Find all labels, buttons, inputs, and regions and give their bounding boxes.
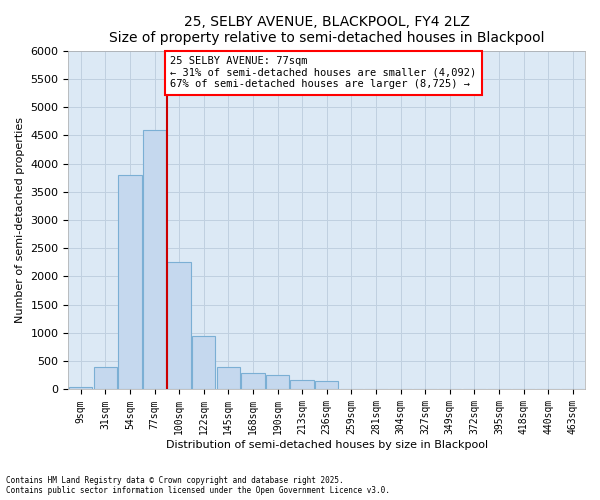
Text: 25 SELBY AVENUE: 77sqm
← 31% of semi-detached houses are smaller (4,092)
67% of : 25 SELBY AVENUE: 77sqm ← 31% of semi-det… [170,56,477,90]
Bar [143,130,166,390]
Bar [315,381,338,390]
Bar [118,175,142,390]
Bar [290,380,314,390]
X-axis label: Distribution of semi-detached houses by size in Blackpool: Distribution of semi-detached houses by … [166,440,488,450]
Bar [241,372,265,390]
Bar [69,386,92,390]
Title: 25, SELBY AVENUE, BLACKPOOL, FY4 2LZ
Size of property relative to semi-detached : 25, SELBY AVENUE, BLACKPOOL, FY4 2LZ Siz… [109,15,544,45]
Bar [266,376,289,390]
Bar [167,262,191,390]
Bar [192,336,215,390]
Text: Contains HM Land Registry data © Crown copyright and database right 2025.
Contai: Contains HM Land Registry data © Crown c… [6,476,390,495]
Bar [217,367,240,390]
Bar [94,367,117,390]
Y-axis label: Number of semi-detached properties: Number of semi-detached properties [15,117,25,323]
